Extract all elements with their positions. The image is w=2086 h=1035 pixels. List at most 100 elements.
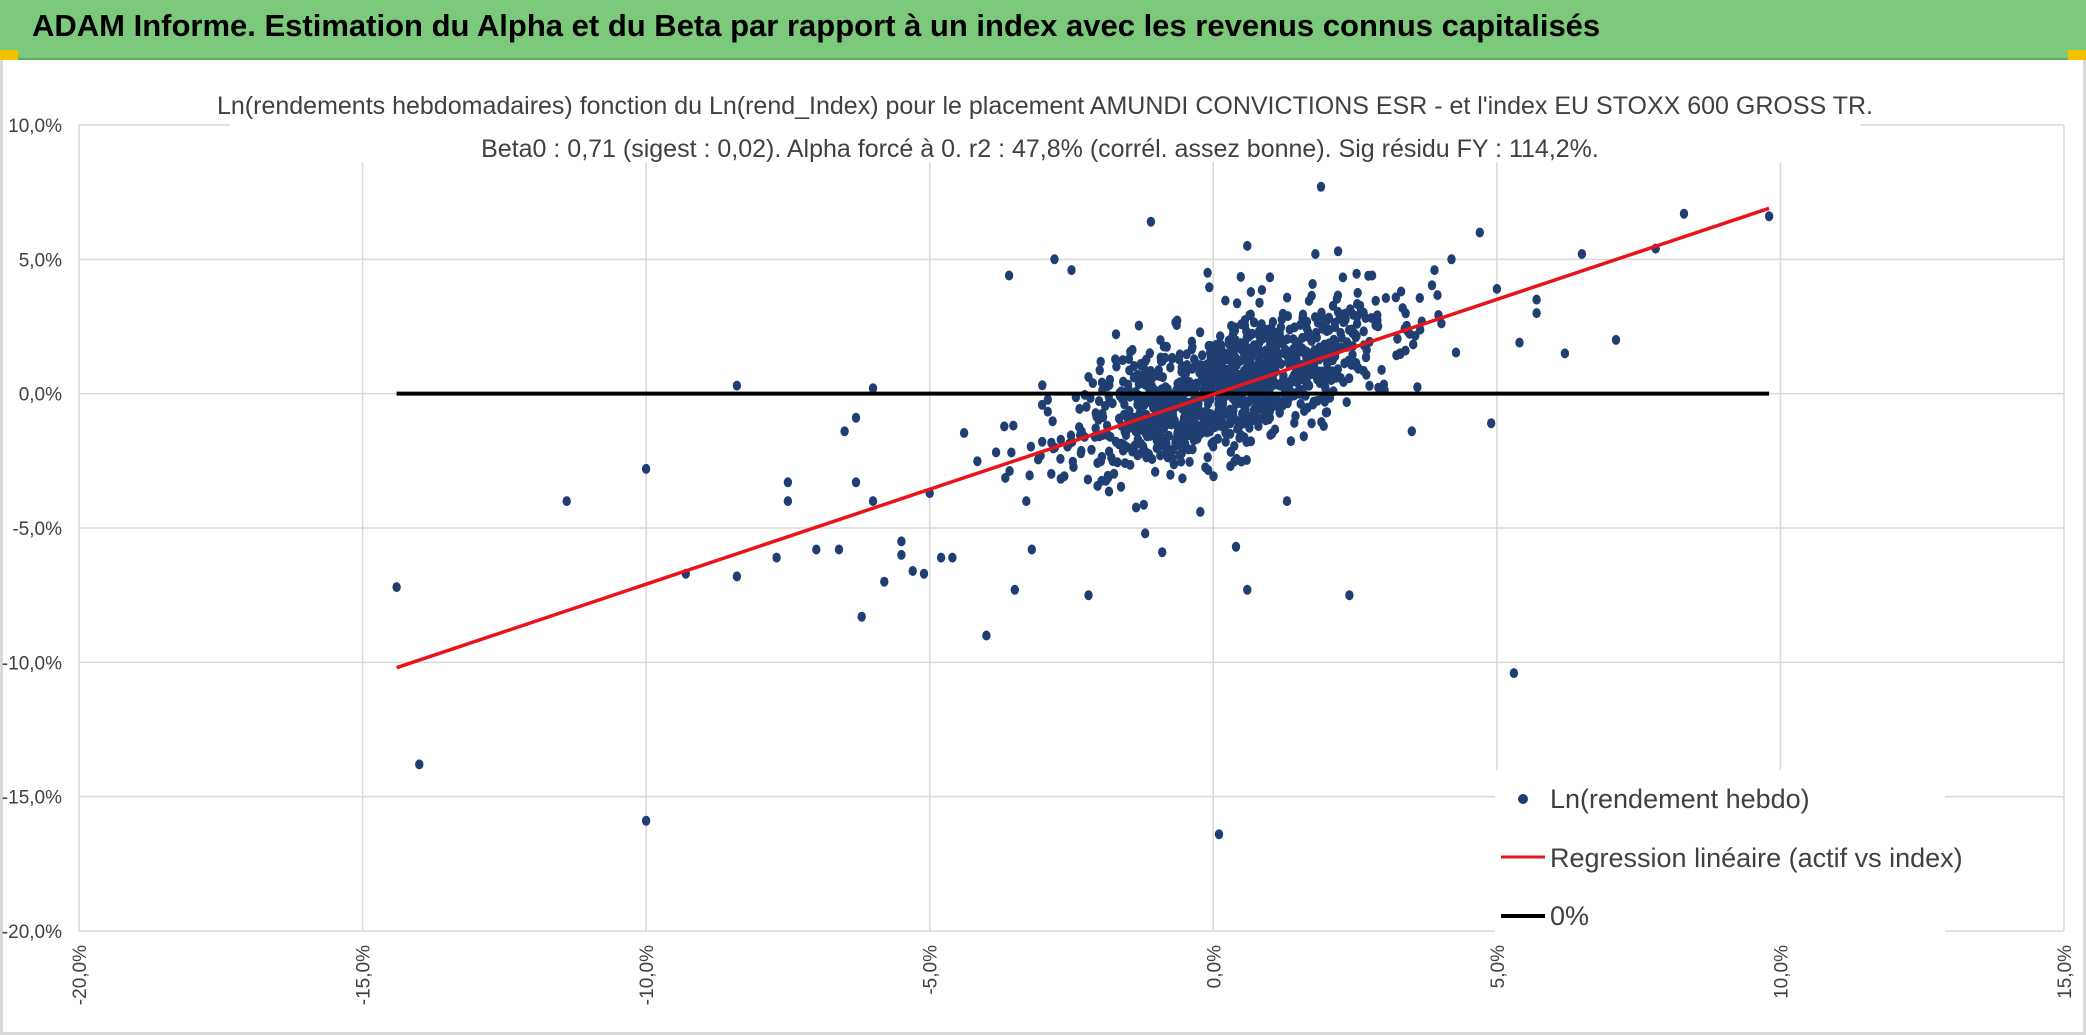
data-point (851, 412, 861, 423)
data-point (1198, 350, 1207, 361)
data-point (1342, 397, 1351, 408)
data-point (1236, 271, 1246, 282)
data-point (1240, 403, 1250, 414)
data-point (1231, 352, 1240, 363)
data-point (880, 576, 889, 587)
points-layer (392, 181, 1774, 840)
data-point (1317, 307, 1326, 318)
data-point (1166, 362, 1175, 373)
data-point (1316, 181, 1326, 192)
data-point (1146, 430, 1155, 441)
data-point (1361, 313, 1370, 323)
data-point (908, 566, 917, 576)
x-tick-label: -15,0% (354, 945, 375, 1005)
data-point (1451, 347, 1461, 358)
data-point (1000, 421, 1009, 432)
data-point (1475, 227, 1485, 238)
data-point (1082, 401, 1091, 412)
data-point (868, 496, 878, 507)
data-point (1157, 393, 1166, 404)
data-point (1415, 293, 1425, 303)
data-point (1025, 470, 1034, 481)
data-point (1022, 496, 1031, 507)
data-point (1075, 403, 1084, 414)
data-point (1433, 290, 1442, 301)
data-point (1115, 413, 1124, 424)
x-tick-label: -20,0% (70, 945, 91, 1005)
data-point (1091, 423, 1100, 434)
data-point (1038, 380, 1047, 391)
data-point (1226, 446, 1236, 457)
data-point (1209, 417, 1218, 428)
data-point (1208, 380, 1217, 391)
data-point (1226, 461, 1235, 472)
data-point (1192, 358, 1201, 369)
data-point (1173, 422, 1183, 433)
data-point (1216, 339, 1226, 350)
data-point (1067, 265, 1076, 276)
data-point (1341, 314, 1350, 325)
data-point (1240, 315, 1250, 326)
data-point (1322, 315, 1332, 326)
data-point (1203, 267, 1212, 278)
data-point (641, 463, 651, 474)
data-point (1268, 317, 1278, 327)
data-point (1319, 421, 1328, 431)
data-point (1413, 382, 1422, 393)
data-point (1144, 449, 1154, 459)
lines-layer (396, 206, 1770, 670)
data-point (1001, 472, 1010, 483)
data-point (1289, 334, 1298, 345)
data-point (1209, 471, 1218, 482)
data-point (392, 582, 401, 593)
y-tick-label: -5,0% (12, 519, 62, 540)
y-tick-label: 5,0% (19, 250, 62, 271)
data-point (1050, 254, 1059, 265)
data-point (1214, 829, 1224, 840)
y-tick-label: -10,0% (2, 653, 62, 674)
data-point (1679, 208, 1689, 219)
data-point (1104, 472, 1113, 483)
data-point (1291, 410, 1300, 421)
data-point (1353, 299, 1362, 309)
data-point (1203, 452, 1212, 463)
legend-label-scatter: Ln(rendement hebdo) (1550, 784, 1810, 814)
data-point (1246, 287, 1256, 297)
data-point (1244, 367, 1253, 378)
data-point (1268, 356, 1277, 367)
data-point (1204, 465, 1213, 476)
data-point (1324, 338, 1334, 349)
data-point (1352, 331, 1361, 341)
data-point (1037, 399, 1047, 410)
legend-label-regression: Regression linéaire (actif vs index) (1550, 843, 1963, 873)
data-point (812, 544, 821, 555)
data-point (1043, 406, 1053, 417)
data-point (1257, 285, 1267, 295)
x-tick-label: 0,0% (1204, 945, 1225, 988)
data-point (1177, 431, 1187, 442)
x-tick-label: 10,0% (1771, 945, 1792, 999)
data-point (857, 611, 866, 622)
data-point (1121, 430, 1131, 441)
data-point (1764, 211, 1774, 222)
data-point (1250, 403, 1260, 414)
corner-marker-left (0, 50, 18, 60)
legend-label-zero: 0% (1550, 901, 1589, 931)
data-point (1027, 544, 1037, 555)
data-point (641, 815, 651, 826)
data-point (1047, 437, 1056, 448)
data-point (1336, 327, 1345, 338)
data-point (1075, 422, 1084, 433)
data-point (1261, 415, 1270, 426)
data-point (1307, 336, 1316, 346)
data-point (1111, 329, 1121, 340)
data-point (1133, 394, 1142, 405)
data-point (1096, 356, 1105, 367)
data-point (1149, 372, 1158, 382)
data-point (1005, 466, 1014, 476)
data-point (562, 496, 571, 507)
data-point (1321, 407, 1331, 418)
data-point (1151, 466, 1160, 477)
data-point (783, 496, 793, 507)
data-point (1224, 339, 1234, 350)
